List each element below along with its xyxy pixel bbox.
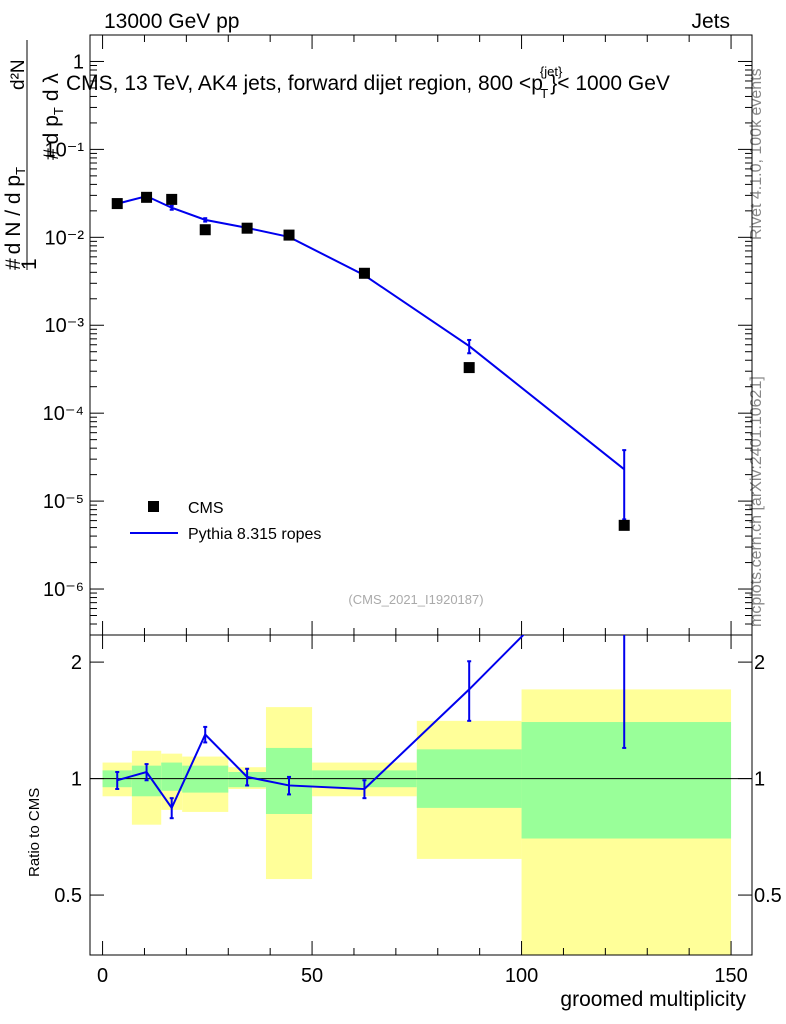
main-frame (89, 34, 753, 636)
category-label: Jets (691, 10, 730, 33)
energy-label: 13000 GeV pp (104, 10, 239, 33)
ratio-ytick-label-right: 2 (754, 652, 765, 674)
cms-point (358, 267, 370, 279)
x-axis-label: groomed multiplicity (560, 988, 746, 1011)
legend: CMS Pythia 8.315 ropes (130, 500, 321, 543)
ratio-frame (89, 634, 753, 956)
ratio-xtick-label: 100 (505, 965, 538, 987)
main-ytick-label: 10⁻⁴ (43, 403, 84, 425)
cms-point (141, 191, 153, 203)
ylabel-num: #d pTd λ (40, 73, 66, 160)
mc-line (116, 195, 625, 471)
ylabel-text: #d N / d pT (2, 167, 28, 270)
ratio-ytick-label-right: 0.5 (754, 885, 782, 907)
main-ytick-label: 1 (73, 51, 84, 73)
ylabel-d2n: d²N (8, 59, 29, 90)
ratio-marks (115, 635, 627, 820)
ratio-ytick-label-right: 1 (754, 769, 765, 791)
cms-point (241, 222, 253, 234)
plot-title: CMS, 13 TeV, AK4 jets, forward dijet reg… (66, 64, 670, 101)
ratio-xtick-label: 150 (714, 965, 747, 987)
ratio-bands (102, 689, 732, 955)
ratio-ylabel: Ratio to CMS (26, 788, 43, 877)
cms-point (463, 362, 475, 374)
cms-point (111, 198, 123, 210)
ratio-axes: 0.5 0.5 1 1 2 2 0 50 100 150 (54, 634, 782, 987)
ratio-xtick-label: 0 (97, 965, 108, 987)
main-ytick-label: 10⁻³ (45, 315, 85, 337)
legend-mc-label: Pythia 8.315 ropes (188, 526, 321, 543)
main-ylabel: 1 #d N / d pT #d pTd λ d²N (2, 40, 66, 270)
ratio-band-inner-8 (521, 722, 732, 839)
legend-cms-marker (148, 501, 159, 512)
cms-point (618, 519, 630, 531)
cms-point (283, 229, 295, 241)
main-ytick-label: 10⁻¹ (45, 139, 85, 161)
ylabel-fraction: 1 (18, 258, 41, 270)
main-ytick-label: 10⁻² (45, 227, 85, 249)
main-ytick-label: 10⁻⁶ (43, 579, 84, 601)
ratio-ytick-label: 2 (71, 652, 82, 674)
main-marks (111, 191, 630, 531)
ratio-ytick-label: 0.5 (54, 885, 82, 907)
rivet-label: Rivet 4.1.0, 100k events (748, 68, 765, 240)
ratio-ytick-label: 1 (71, 769, 82, 791)
cms-point (199, 224, 211, 236)
cms-point (166, 193, 178, 205)
legend-cms-label: CMS (188, 500, 224, 517)
main-ytick-label: 10⁻⁵ (43, 491, 84, 513)
main-axes: 1 10⁻¹ 10⁻² 10⁻³ 10⁻⁴ 10⁻⁵ 10⁻⁶ (43, 34, 753, 636)
ratio-band-inner-2 (161, 762, 183, 791)
watermark: (CMS_2021_I1920187) (348, 592, 483, 607)
ratio-clipped-marks (115, 635, 627, 820)
ratio-xtick-label: 50 (301, 965, 323, 987)
